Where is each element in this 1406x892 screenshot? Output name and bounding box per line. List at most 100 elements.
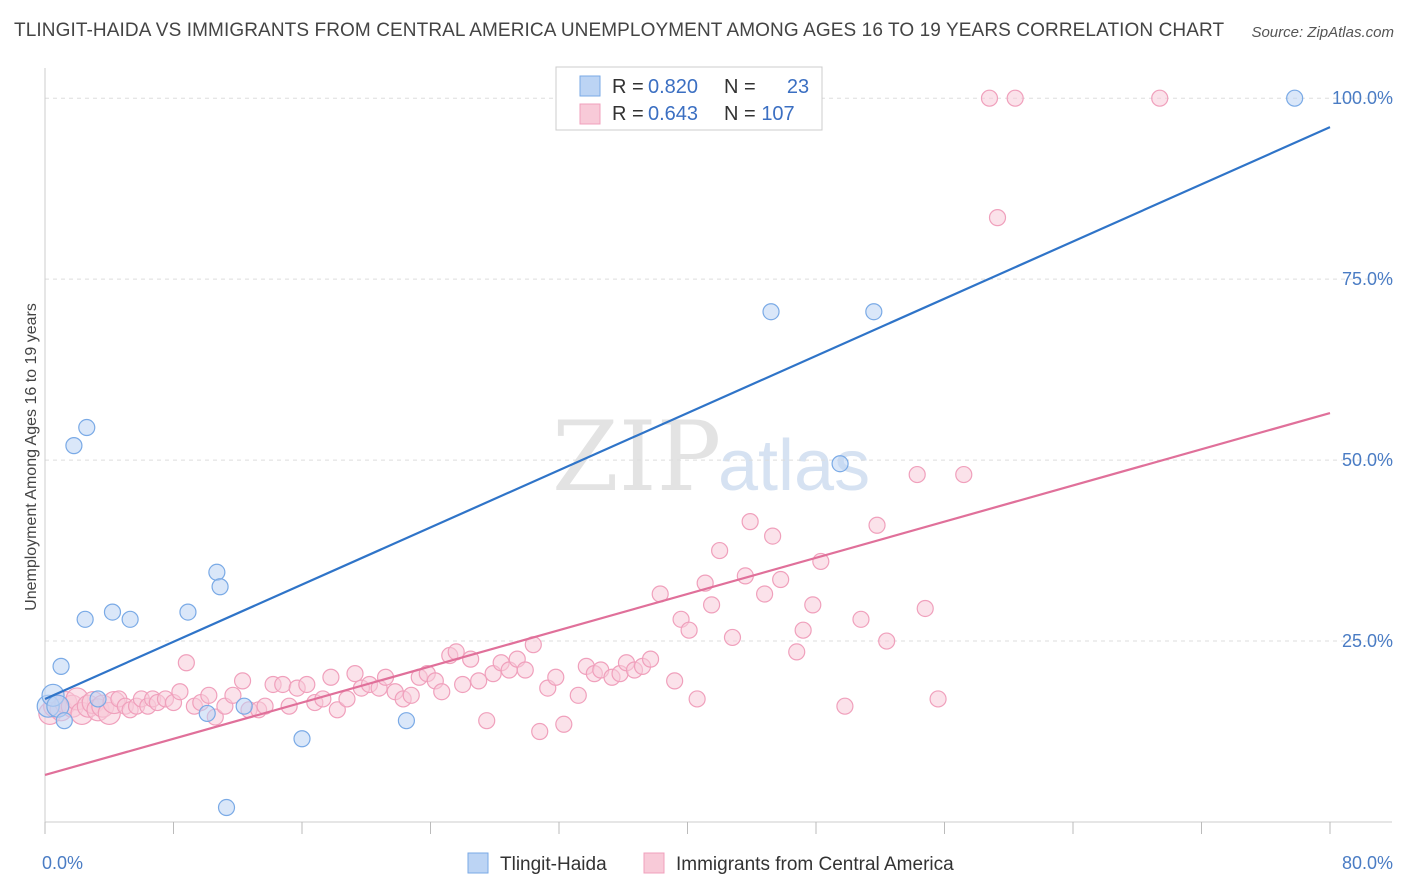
blue-point-19 <box>762 303 780 321</box>
legend-swatch-pink <box>579 103 601 125</box>
pink-point-112 <box>1151 89 1169 107</box>
blue-point-14 <box>211 578 229 596</box>
pink-point-30 <box>224 686 242 704</box>
pink-point-52 <box>402 686 420 704</box>
bottom-legend-label-blue: Tlingit-Haida <box>500 854 607 875</box>
pink-point-27 <box>200 686 218 704</box>
pink-point-62 <box>478 712 496 730</box>
pink-point-82 <box>641 650 660 668</box>
blue-point-18 <box>397 712 416 730</box>
pink-point-104 <box>878 632 896 650</box>
pink-point-59 <box>454 675 472 694</box>
pink-point-31 <box>233 672 252 690</box>
y-tick-label-25: 25.0% <box>1342 631 1393 651</box>
pink-point-39 <box>298 675 316 694</box>
x-tick-label-max: 80.0% <box>1342 853 1393 873</box>
blue-point-16 <box>235 697 253 715</box>
pink-point-98 <box>794 621 812 639</box>
legend-r-label-blue: R = <box>612 76 644 98</box>
blue-point-4 <box>55 712 73 730</box>
blue-point-8 <box>89 690 107 708</box>
pink-point-42 <box>322 668 340 686</box>
blue-point-6 <box>76 610 94 628</box>
pink-point-45 <box>346 665 364 683</box>
pink-point-91 <box>723 628 742 647</box>
legend-n-value-pink: 107 <box>761 103 794 125</box>
pink-point-86 <box>680 621 698 639</box>
pink-point-108 <box>955 465 973 484</box>
pink-point-61 <box>470 672 488 690</box>
pink-point-84 <box>666 672 684 690</box>
pink-point-102 <box>852 610 870 628</box>
chart-source: Source: ZipAtlas.com <box>1251 24 1394 41</box>
pink-point-109 <box>980 89 999 107</box>
blue-point-11 <box>179 603 197 621</box>
pink-point-105 <box>908 465 926 484</box>
pink-point-56 <box>433 683 451 701</box>
pink-point-44 <box>338 690 356 708</box>
pink-point-71 <box>547 668 565 686</box>
tick-labels: 25.0% 50.0% 75.0% 100.0% 0.0% 80.0% <box>42 88 1393 873</box>
pink-point-90 <box>711 541 729 560</box>
blue-point-9 <box>103 603 122 621</box>
blue-point-17 <box>293 730 311 748</box>
pink-point-93 <box>741 513 759 531</box>
legend-r-value-blue: 0.820 <box>648 76 698 98</box>
pink-point-99 <box>804 596 822 614</box>
pink-point-95 <box>764 527 782 545</box>
pink-point-72 <box>555 715 573 733</box>
bottom-legend-label-pink: Immigrants from Central America <box>676 854 954 875</box>
y-axis-title: Unemployment Among Ages 16 to 19 years <box>23 303 40 611</box>
legend: R = 0.820 N = 23 R = 0.643 N = 107 <box>555 66 823 131</box>
blue-point-5 <box>65 437 83 455</box>
pink-trend-line <box>44 411 1331 777</box>
watermark: ZIP atlas <box>552 401 870 513</box>
blue-point-15 <box>217 798 236 817</box>
bottom-legend: Tlingit-Haida Immigrants from Central Am… <box>467 852 954 875</box>
legend-n-label-pink: N = <box>724 103 756 125</box>
pink-point-36 <box>274 675 292 694</box>
pink-point-87 <box>688 690 706 708</box>
blue-trend-line <box>44 126 1331 700</box>
pink-point-111 <box>1006 89 1024 107</box>
pink-point-69 <box>531 722 549 741</box>
pink-point-106 <box>916 599 934 618</box>
pink-point-23 <box>171 683 189 701</box>
legend-r-label-pink: R = <box>612 103 644 125</box>
blue-point-13 <box>208 563 226 581</box>
legend-swatch-blue <box>579 75 601 97</box>
blue-point-7 <box>78 418 96 437</box>
pink-point-24 <box>177 654 195 672</box>
pink-point-34 <box>256 697 274 715</box>
y-tick-label-50: 50.0% <box>1342 450 1393 470</box>
legend-r-value-pink: 0.643 <box>648 103 698 125</box>
pink-point-94 <box>755 585 774 603</box>
y-tick-label-100: 100.0% <box>1332 88 1393 108</box>
pink-point-89 <box>702 596 721 614</box>
blue-point-3 <box>52 657 70 675</box>
pink-point-67 <box>516 661 534 679</box>
pink-point-107 <box>929 690 947 708</box>
bottom-legend-swatch-pink <box>643 852 665 874</box>
pink-point-96 <box>772 570 790 589</box>
y-tick-label-75: 75.0% <box>1342 269 1393 289</box>
legend-n-value-blue: 23 <box>787 76 809 98</box>
watermark-zip: ZIP <box>552 401 721 513</box>
pink-point-103 <box>868 516 886 534</box>
gridlines <box>45 97 1392 642</box>
legend-n-label-blue: N = <box>724 76 756 98</box>
pink-point-101 <box>836 697 854 715</box>
pink-point-73 <box>569 686 587 704</box>
blue-point-21 <box>865 303 883 321</box>
chart-title: TLINGIT-HAIDA VS IMMIGRANTS FROM CENTRAL… <box>14 20 1225 41</box>
pink-point-110 <box>988 209 1007 227</box>
x-tick-label-min: 0.0% <box>42 853 83 873</box>
bottom-legend-swatch-blue <box>467 852 489 874</box>
blue-point-12 <box>198 704 216 723</box>
pink-point-43 <box>328 701 346 719</box>
pink-point-97 <box>788 643 806 661</box>
blue-point-20 <box>831 455 849 473</box>
trend-lines <box>44 126 1331 777</box>
blue-point-22 <box>1286 89 1304 107</box>
